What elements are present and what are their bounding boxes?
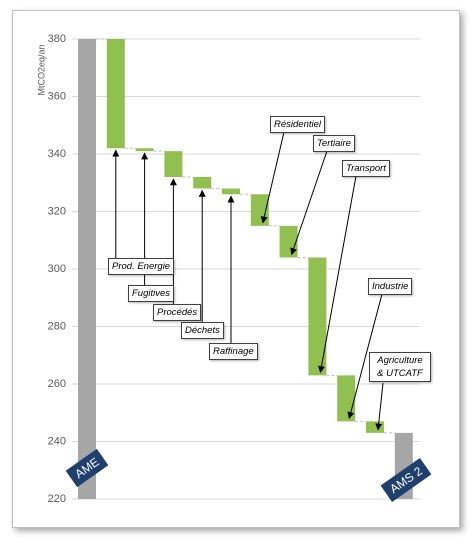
step-bar — [106, 39, 125, 149]
step-bar — [279, 225, 298, 258]
callout-arrow — [290, 150, 328, 256]
step-bar — [193, 177, 212, 189]
callout-arrow — [375, 382, 384, 431]
category-callout: Raffinage — [209, 343, 258, 360]
y-tick-label: 300 — [48, 263, 66, 275]
y-tick-label: 360 — [48, 90, 66, 102]
category-callout: Tertiaire — [313, 135, 355, 152]
y-tick-label: 320 — [48, 205, 66, 217]
category-callout: Agriculture & UTCATF — [369, 352, 431, 382]
y-tick-label: 280 — [48, 320, 66, 332]
step-bar — [135, 148, 154, 152]
step-bar — [222, 188, 240, 195]
step-bar — [164, 151, 183, 177]
category-callout: Prod. Energie — [108, 258, 175, 275]
category-callout: Procédés — [153, 304, 202, 321]
category-callout: Industrie — [368, 278, 413, 295]
y-axis-title: MtCO2eq/an — [36, 44, 46, 95]
category-callout: Fugitives — [128, 285, 175, 302]
category-callout: Résidentiel — [270, 116, 325, 133]
step-bar — [308, 257, 327, 376]
y-tick-label: 260 — [48, 378, 66, 390]
y-tick-label: 340 — [48, 148, 66, 160]
step-bar — [337, 375, 356, 422]
callout-arrow — [347, 293, 383, 420]
category-callout: Déchets — [181, 322, 224, 339]
y-tick-label: 380 — [48, 33, 66, 45]
category-callout: Transport — [342, 160, 390, 177]
callout-arrow — [318, 175, 357, 374]
start-bar — [78, 39, 96, 499]
callout-arrow — [260, 131, 285, 224]
step-bar — [366, 421, 384, 433]
y-tick-label: 220 — [48, 493, 66, 505]
y-tick-label: 240 — [48, 435, 66, 447]
